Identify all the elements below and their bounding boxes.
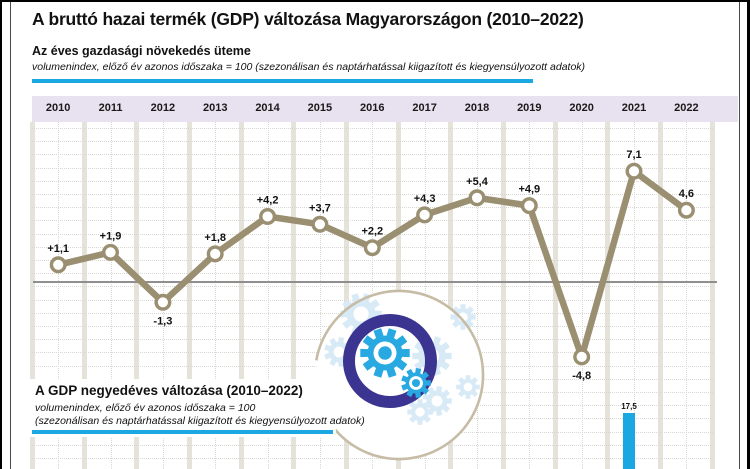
grid-dotted-horizontal xyxy=(32,365,713,367)
grid-dotted-horizontal xyxy=(32,180,713,182)
grid-dotted-vertical xyxy=(424,122,426,469)
quarterly-bar-label: 17,5 xyxy=(621,402,637,411)
grid-dotted-horizontal xyxy=(32,207,713,209)
grid-dotted-horizontal xyxy=(32,167,713,169)
grid-column-separator xyxy=(500,122,506,469)
grid-dotted-horizontal xyxy=(32,141,713,143)
page-title: A bruttó hazai termék (GDP) változása Ma… xyxy=(32,9,584,29)
grid-dotted-horizontal xyxy=(32,260,713,261)
gear-hole xyxy=(463,382,473,392)
inner-rule-left xyxy=(10,2,11,469)
year-label: 2021 xyxy=(621,102,647,114)
gear-hub xyxy=(411,378,421,388)
year-label: 2018 xyxy=(464,102,490,114)
section1-subtitle: volumenindex, előző év azonos időszaka =… xyxy=(32,61,586,73)
grid-dotted-horizontal xyxy=(32,128,713,129)
year-label: 2019 xyxy=(517,102,542,114)
section1-heading: Az éves gazdasági növekedés üteme xyxy=(32,44,251,58)
grid-dotted-horizontal xyxy=(32,312,713,314)
inner-rule-right xyxy=(739,2,740,469)
grid-dotted-horizontal xyxy=(32,444,713,446)
gear-pale-icon xyxy=(407,399,433,425)
grid-dotted-horizontal xyxy=(32,246,713,248)
grid-column-separator xyxy=(29,122,35,469)
grid-column-separator xyxy=(710,122,716,469)
grid-dotted-horizontal xyxy=(32,154,713,156)
grid-dotted-horizontal xyxy=(32,326,713,327)
year-label: 2010 xyxy=(45,102,71,114)
grid-dotted-vertical xyxy=(529,122,531,469)
gear-icon xyxy=(401,368,431,398)
grid-dotted-vertical xyxy=(686,122,688,469)
gear-hole xyxy=(353,306,369,322)
grid-column-separator xyxy=(657,122,663,469)
year-label: 2017 xyxy=(412,102,437,114)
year-band: 2010 2011 2012 2013 2014 2015 2016 2017 2018 2019… xyxy=(32,96,738,122)
section2-subtitle-line1: volumenindex, előző év azonos időszaka =… xyxy=(35,402,256,414)
year-label: 2014 xyxy=(255,102,280,114)
grid-dotted-horizontal xyxy=(32,273,713,275)
grid-dotted-vertical xyxy=(372,122,374,469)
grid-dotted-horizontal xyxy=(32,299,713,301)
quarterly-bar xyxy=(623,413,635,469)
grid-dotted-horizontal xyxy=(32,352,713,354)
year-label: 2020 xyxy=(569,102,594,114)
grid-dotted-horizontal xyxy=(32,233,713,235)
section2-divider xyxy=(32,430,333,434)
zero-line xyxy=(33,281,717,283)
frame-border-right xyxy=(747,0,750,469)
year-label: 2011 xyxy=(98,102,123,114)
year-label: 2013 xyxy=(202,102,228,114)
frame-border-left xyxy=(0,0,2,469)
year-label: 2016 xyxy=(360,102,385,114)
grid-dotted-horizontal xyxy=(32,286,713,288)
grid-column-separator xyxy=(553,122,558,469)
grid-dotted-vertical xyxy=(581,122,583,469)
section2-heading: A GDP negyedéves változása (2010–2022) xyxy=(35,383,303,398)
grid-column-separator xyxy=(395,122,401,469)
grid-column-separator xyxy=(605,122,611,469)
grid-dotted-horizontal xyxy=(32,458,713,459)
gear-hole xyxy=(424,348,440,364)
gear-pale-icon xyxy=(412,336,452,376)
grid-column-separator xyxy=(448,122,454,469)
frame-border-top xyxy=(0,0,750,2)
year-label: 2015 xyxy=(307,102,333,114)
section2-subtitle-line2: (szezonálisan és naptárhatással kiigazít… xyxy=(35,415,365,427)
gear-hole xyxy=(415,407,425,417)
grid-dotted-horizontal xyxy=(32,194,713,195)
indigo-ring xyxy=(343,314,437,408)
grid-dotted-vertical xyxy=(477,122,478,469)
grid-dotted-horizontal xyxy=(32,339,713,341)
grid-dotted-horizontal xyxy=(32,220,713,222)
section1-divider xyxy=(32,79,533,83)
year-label: 2012 xyxy=(150,102,176,114)
year-label: 2022 xyxy=(674,102,699,114)
section2-box xyxy=(11,379,336,437)
